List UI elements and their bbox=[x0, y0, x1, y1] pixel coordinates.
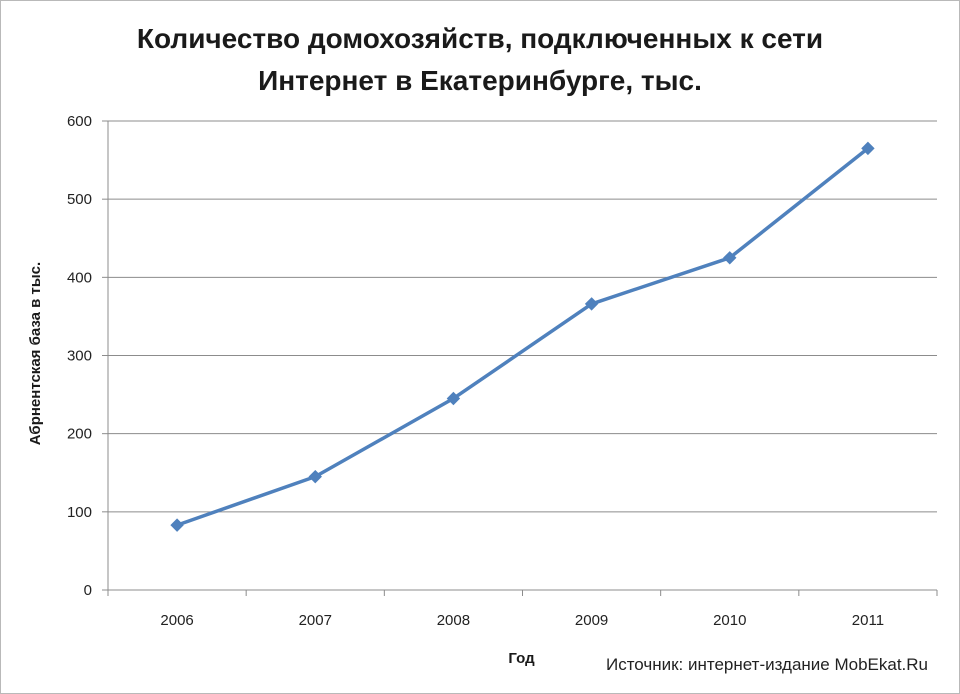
chart-title-line-1: Количество домохозяйств, подключенных к … bbox=[136, 23, 824, 54]
y-tick-label: 600 bbox=[67, 113, 92, 130]
x-tick-labels: 2006 2007 2008 2009 2010 2011 bbox=[160, 612, 884, 629]
x-tick-label-2010: 2010 bbox=[713, 612, 746, 629]
x-tick-label-2011: 2011 bbox=[852, 612, 884, 629]
data-point-2010 bbox=[723, 251, 737, 265]
data-point-2008 bbox=[446, 391, 461, 406]
y-tick-label: 400 bbox=[67, 269, 92, 286]
x-tick-label-2006: 2006 bbox=[160, 612, 193, 629]
source-note: Источник: интернет-издание MobEkat.Ru bbox=[605, 655, 928, 674]
y-axis-title: Абрнентская база в тыс. bbox=[27, 262, 44, 445]
series-line-0 bbox=[175, 146, 870, 527]
data-markers bbox=[170, 141, 875, 532]
x-tick-label-2009: 2009 bbox=[575, 612, 608, 629]
data-point-2006 bbox=[170, 518, 184, 532]
y-tick-label: 500 bbox=[67, 191, 92, 208]
y-tick-label: 200 bbox=[67, 426, 92, 443]
x-tick-label-2007: 2007 bbox=[299, 612, 332, 629]
axes bbox=[102, 120, 938, 596]
series-line bbox=[175, 146, 870, 527]
chart-title: Количество домохозяйств, подключенных к … bbox=[80, 18, 880, 102]
data-point-2011 bbox=[861, 141, 875, 156]
x-axis-title: Год bbox=[508, 650, 535, 667]
y-tick-label: 300 bbox=[67, 348, 92, 365]
y-tick-label: 100 bbox=[67, 504, 92, 521]
data-point-2009 bbox=[584, 297, 599, 311]
chart-title-line-2: Интернет в Екатеринбурге, тыс. bbox=[258, 65, 702, 96]
data-point-2007 bbox=[308, 469, 322, 484]
grid-lines bbox=[108, 120, 937, 513]
y-tick-labels: 0 100 200 300 400 500 600 bbox=[67, 113, 92, 599]
y-tick-label: 0 bbox=[84, 582, 92, 599]
x-tick-label-2008: 2008 bbox=[437, 612, 470, 629]
